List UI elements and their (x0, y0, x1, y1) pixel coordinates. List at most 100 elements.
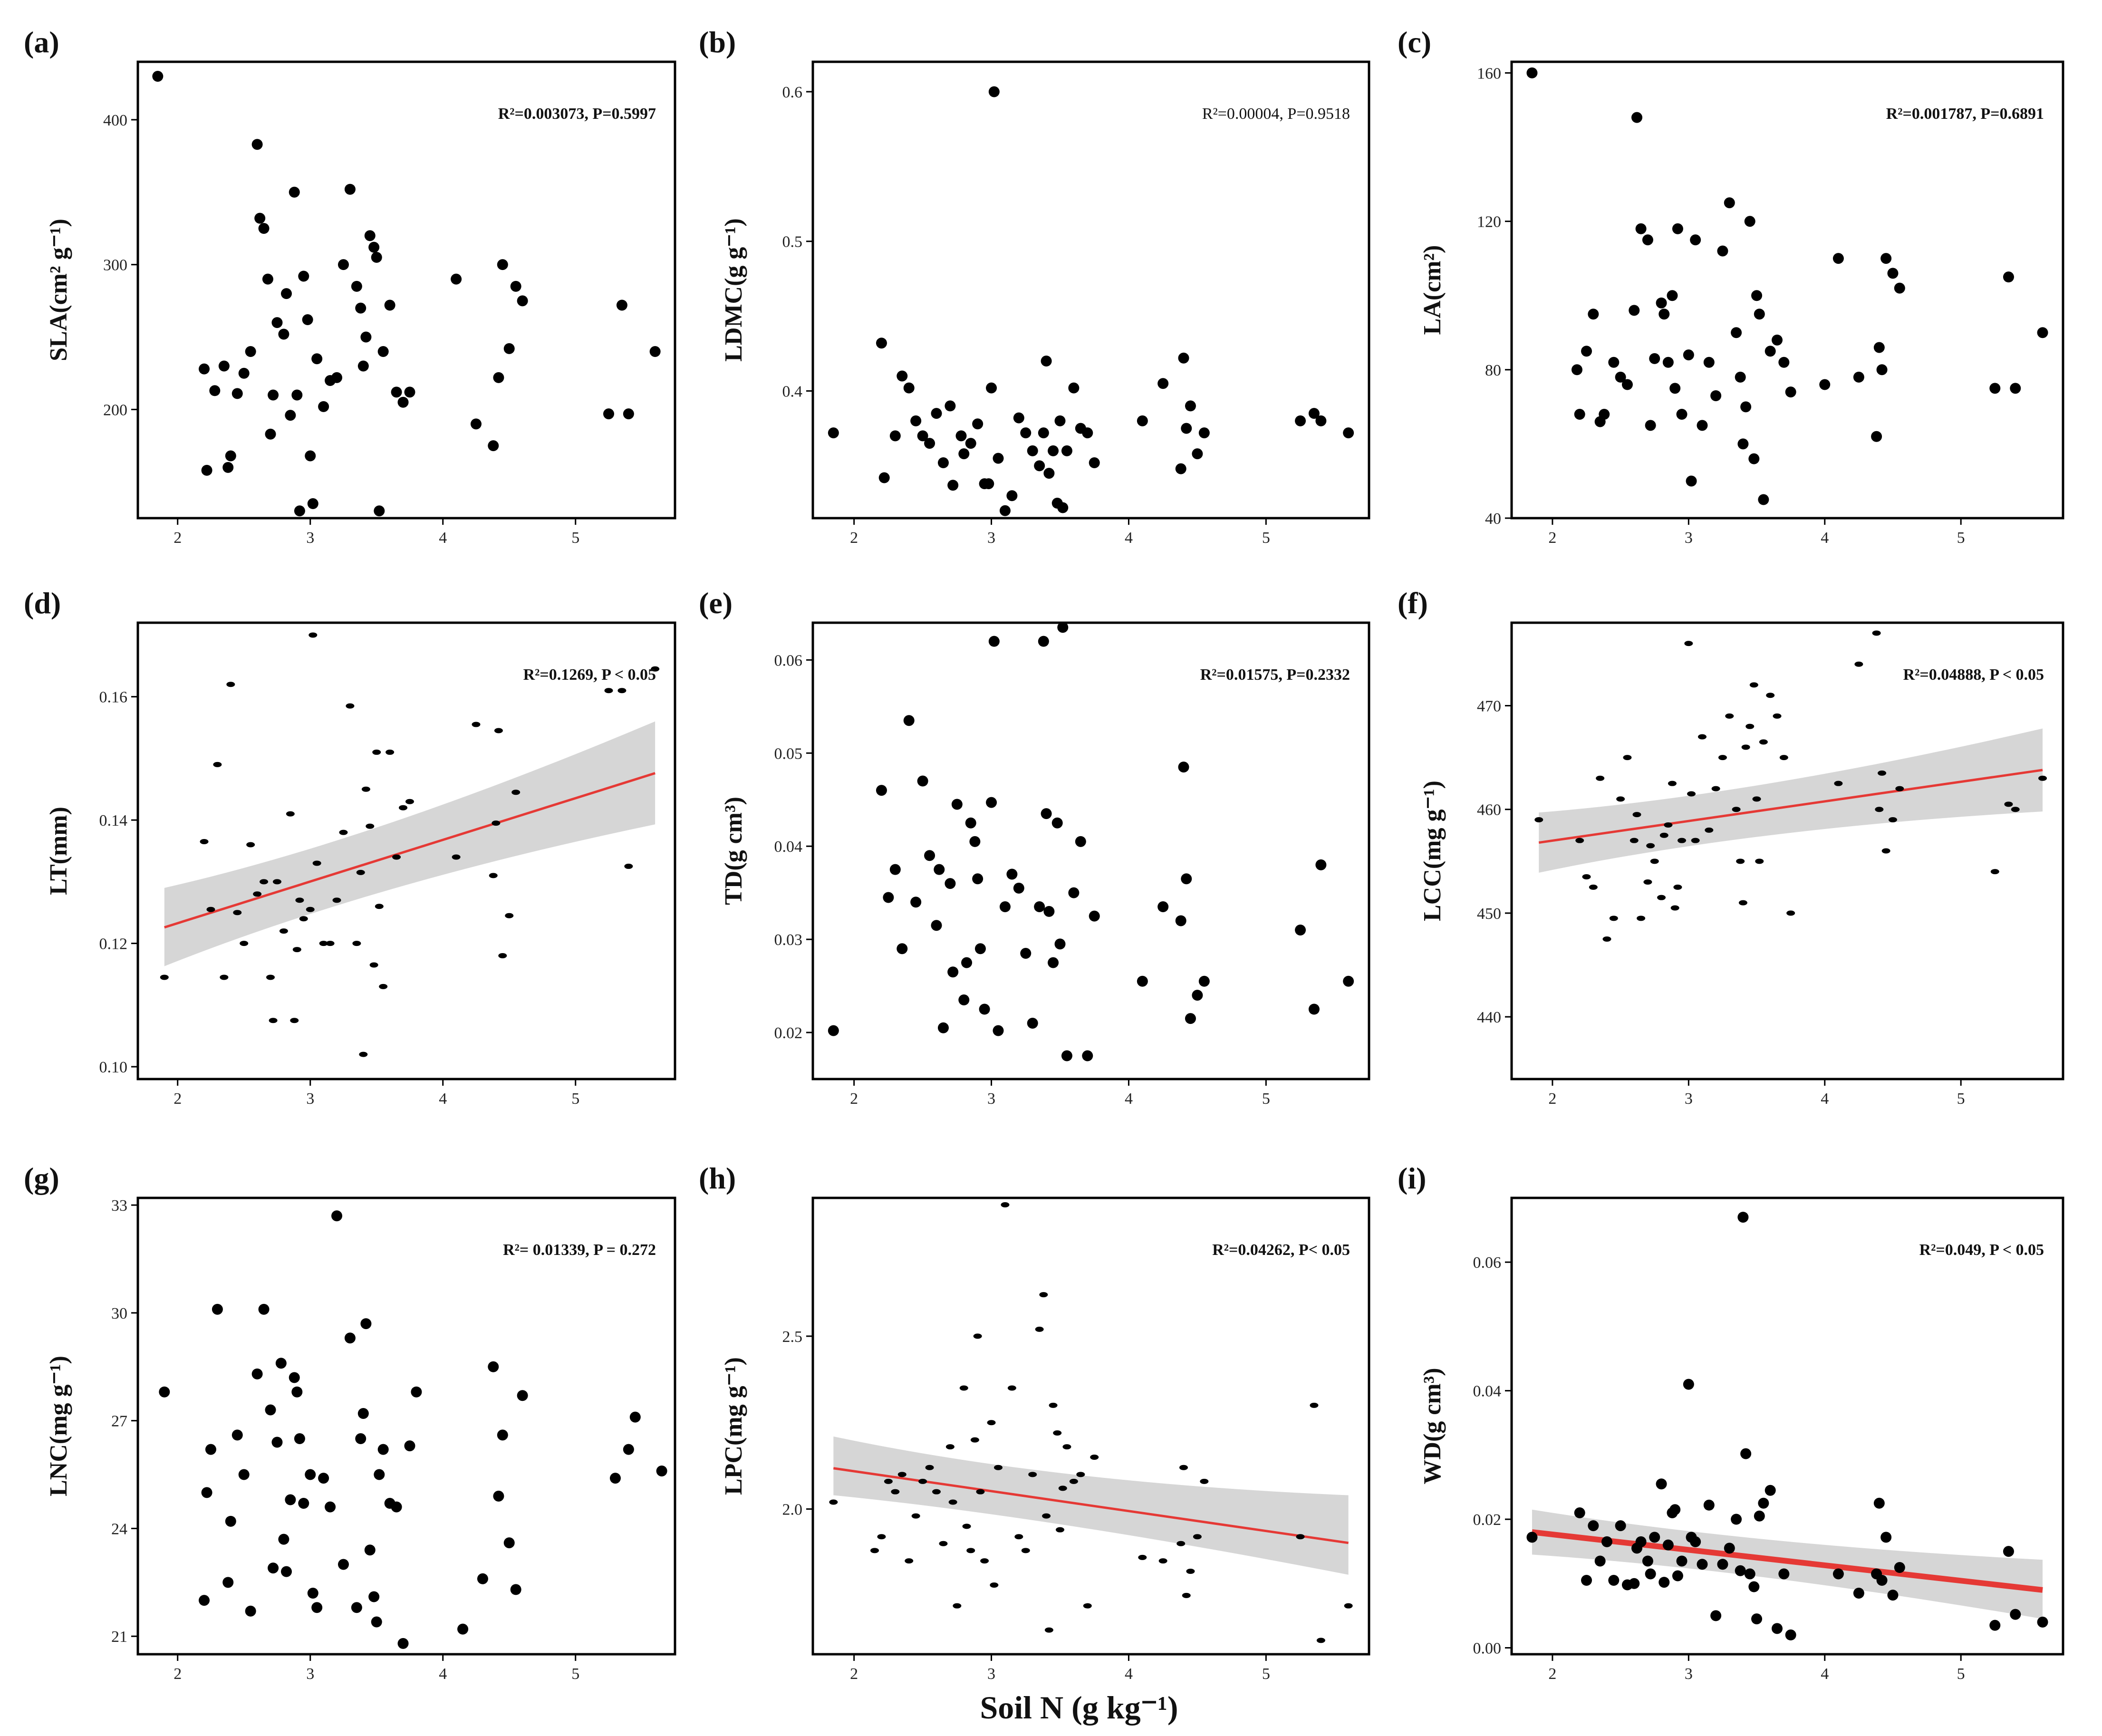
panel-b: (b) LDMC(g g⁻¹) 2 3 4 5 0.4 0.5 0.6 R²=0.00004, P… (699, 25, 1370, 547)
data-point (1186, 1568, 1195, 1574)
data-point (1765, 346, 1776, 357)
data-point (972, 418, 984, 430)
data-point (289, 1372, 300, 1383)
data-point (339, 829, 348, 835)
data-point (1755, 858, 1764, 864)
data-point (1876, 1575, 1888, 1586)
data-point (1006, 868, 1018, 880)
data-point (391, 386, 402, 398)
data-point (1754, 309, 1765, 320)
data-point (326, 941, 335, 946)
data-point (1751, 1613, 1763, 1625)
data-point (1748, 453, 1760, 464)
data-point (649, 346, 661, 357)
data-point (470, 418, 482, 430)
data-point (1672, 223, 1683, 234)
y-axis-title: SLA(cm² g⁻¹) (45, 219, 72, 361)
y-tick-label: 33 (111, 1197, 127, 1215)
data-point (371, 1616, 382, 1628)
data-point (1659, 832, 1668, 838)
data-point (1581, 346, 1592, 357)
data-point (251, 1368, 263, 1379)
data-point (1635, 1536, 1647, 1547)
data-point (472, 722, 481, 727)
data-point (294, 1433, 305, 1444)
plot-frame (811, 60, 1370, 520)
data-point (1615, 371, 1626, 383)
data-point (1876, 364, 1888, 376)
x-tick-label: 2 (850, 1090, 858, 1108)
data-point (493, 1490, 504, 1502)
data-point (1042, 1513, 1051, 1519)
shared-x-axis-title: Soil N (g kg⁻¹) (980, 1689, 1178, 1726)
data-point (1057, 502, 1069, 513)
x-tick-label: 3 (1685, 1090, 1693, 1108)
stats-annotation: R²=0.01575, P=0.2332 (1200, 666, 1350, 684)
data-point (360, 1318, 372, 1330)
data-point (1741, 744, 1750, 750)
regression-line (164, 772, 656, 929)
data-point (1778, 1568, 1790, 1580)
x-tick-label: 5 (1957, 1665, 1965, 1683)
data-point (391, 1501, 402, 1513)
data-point (344, 1332, 356, 1344)
data-point (405, 799, 414, 804)
data-point (497, 1429, 508, 1441)
data-point (2004, 801, 2013, 807)
data-point (238, 367, 250, 379)
data-point (1182, 1592, 1191, 1598)
data-point (1758, 494, 1769, 505)
data-point (510, 280, 521, 292)
data-point (1752, 796, 1761, 802)
data-point (1872, 630, 1881, 636)
data-point (1041, 808, 1052, 820)
data-point (1669, 1504, 1681, 1515)
data-point (1083, 1603, 1092, 1609)
data-point (889, 864, 901, 875)
data-point (953, 1603, 962, 1609)
panel-g: (g) LNC(mg g⁻¹) 2 3 4 5 21 24 27 30 33 R²= 0.01339,… (24, 1161, 676, 1683)
data-point (972, 873, 984, 885)
data-point (1043, 906, 1055, 917)
panel-c: (c) LA(cm²) 2 3 4 5 40 80 120 160 R²=0.001787, P=0… (1398, 25, 2064, 547)
x-tick-label: 4 (1821, 1665, 1829, 1683)
data-point (351, 280, 362, 292)
data-point (1710, 1610, 1722, 1621)
data-point (503, 343, 515, 354)
data-point (2003, 271, 2014, 283)
data-point (1058, 1485, 1067, 1491)
data-point (1754, 1510, 1765, 1522)
data-point (948, 1499, 957, 1505)
data-point (1021, 1548, 1030, 1553)
data-point (351, 1602, 362, 1613)
data-point (897, 370, 908, 382)
data-point (218, 360, 230, 372)
data-point (1894, 1562, 1905, 1573)
data-point (1198, 427, 1210, 439)
data-point (1630, 838, 1639, 843)
data-point (280, 1566, 292, 1577)
data-point (1989, 383, 2001, 394)
data-point (397, 396, 409, 408)
data-point (1007, 1385, 1016, 1391)
data-point (1697, 420, 1708, 431)
data-point (1594, 1555, 1606, 1567)
data-point (2003, 1546, 2014, 1557)
y-tick-label: 21 (111, 1628, 127, 1646)
data-point (231, 1429, 243, 1441)
data-point (205, 1444, 216, 1455)
data-point (286, 811, 295, 817)
panel-label: (h) (699, 1161, 736, 1195)
data-point (651, 666, 660, 672)
x-tick-label: 2 (850, 529, 858, 547)
data-point (226, 682, 235, 687)
stats-annotation: R²=0.04888, P < 0.05 (1903, 666, 2044, 684)
x-tick-label: 2 (1548, 1665, 1556, 1683)
data-point (517, 295, 528, 307)
y-tick-label: 450 (1477, 905, 1501, 923)
stats-annotation: R²=0.003073, P=0.5997 (498, 105, 656, 123)
data-point (318, 401, 329, 412)
data-point (517, 1390, 528, 1401)
data-point (488, 440, 499, 452)
x-tick-label: 2 (174, 1090, 182, 1108)
